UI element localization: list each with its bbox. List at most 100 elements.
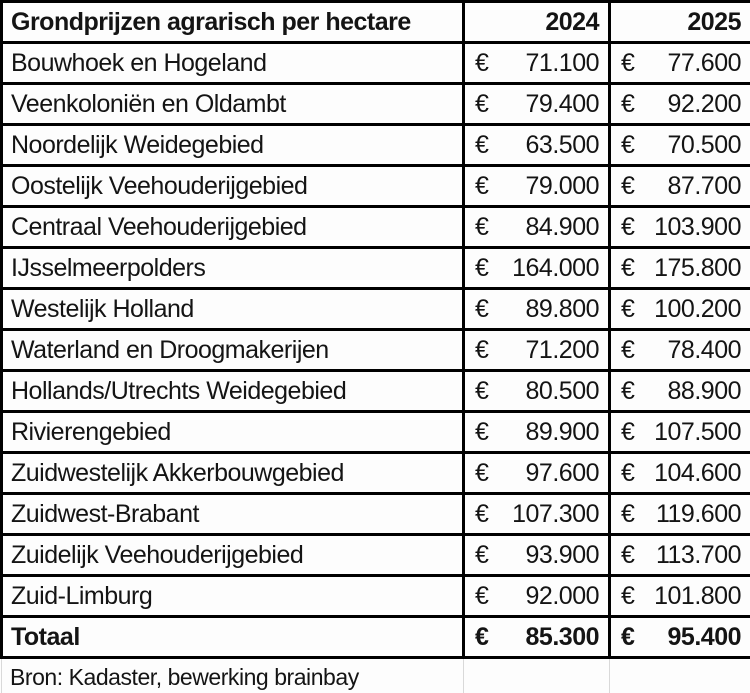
- value-2024: €71.200: [462, 328, 611, 372]
- amount: 63.500: [525, 130, 600, 159]
- amount: 104.600: [654, 458, 741, 487]
- value-2025: €88.900: [608, 369, 750, 413]
- table-row: Hollands/Utrechts Weidegebied €80.500 €8…: [0, 369, 750, 413]
- euro-symbol: €: [621, 499, 635, 528]
- total-value-2024: €85.300: [462, 615, 611, 659]
- amount: 175.800: [654, 253, 741, 282]
- region-label: Veenkoloniën en Oldambt: [0, 82, 465, 126]
- value-2025: €87.700: [608, 164, 750, 208]
- euro-symbol: €: [621, 376, 635, 405]
- table-title: Grondprijzen agrarisch per hectare: [0, 0, 465, 44]
- euro-symbol: €: [475, 89, 489, 118]
- amount: 107.500: [654, 417, 741, 446]
- table-row: Oostelijk Veehouderijgebied €79.000 €87.…: [0, 164, 750, 208]
- amount: 78.400: [667, 335, 742, 364]
- euro-symbol: €: [621, 130, 635, 159]
- amount: 97.600: [525, 458, 600, 487]
- amount: 92.000: [525, 581, 600, 610]
- region-label: Centraal Veehouderijgebied: [0, 205, 465, 249]
- value-2025: €100.200: [608, 287, 750, 331]
- euro-symbol: €: [621, 294, 635, 323]
- source-note: Bron: Kadaster, bewerking brainbay: [1, 657, 464, 693]
- amount: 71.200: [525, 335, 600, 364]
- amount: 93.900: [525, 540, 600, 569]
- euro-symbol: €: [621, 48, 635, 77]
- value-2025: €175.800: [608, 246, 750, 290]
- region-label: Oostelijk Veehouderijgebied: [0, 164, 465, 208]
- amount: 80.500: [525, 376, 600, 405]
- euro-symbol: €: [475, 130, 489, 159]
- euro-symbol: €: [621, 253, 635, 282]
- value-2024: €79.400: [462, 82, 611, 126]
- value-2024: €97.600: [462, 451, 611, 495]
- amount: 100.200: [654, 294, 741, 323]
- region-label: Zuidwest-Brabant: [0, 492, 465, 536]
- table-row: Rivierengebied €89.900 €107.500: [0, 410, 750, 454]
- euro-symbol: €: [621, 171, 635, 200]
- amount: 71.100: [525, 48, 600, 77]
- euro-symbol: €: [475, 622, 489, 651]
- region-label: Rivierengebied: [0, 410, 465, 454]
- empty-cell: [463, 657, 610, 693]
- total-value-2025: €95.400: [608, 615, 750, 659]
- value-2025: €77.600: [608, 41, 750, 85]
- euro-symbol: €: [475, 417, 489, 446]
- euro-symbol: €: [475, 48, 489, 77]
- value-2025: €107.500: [608, 410, 750, 454]
- amount: 113.700: [655, 540, 742, 569]
- amount: 79.000: [525, 171, 600, 200]
- euro-symbol: €: [475, 335, 489, 364]
- source-row: Bron: Kadaster, bewerking brainbay: [1, 657, 750, 693]
- table-row: Veenkoloniën en Oldambt €79.400 €92.200: [0, 82, 750, 126]
- region-label: Zuidelijk Veehouderijgebied: [0, 533, 465, 577]
- amount: 87.700: [667, 171, 742, 200]
- table-row: Zuidelijk Veehouderijgebied €93.900 €113…: [0, 533, 750, 577]
- total-label: Totaal: [0, 615, 465, 659]
- value-2024: €89.800: [462, 287, 611, 331]
- euro-symbol: €: [475, 253, 489, 282]
- amount: 119.600: [655, 499, 742, 528]
- euro-symbol: €: [475, 540, 489, 569]
- region-label: Zuid-Limburg: [0, 574, 465, 618]
- euro-symbol: €: [621, 581, 635, 610]
- amount: 164.000: [512, 253, 599, 282]
- amount: 85.300: [525, 622, 600, 651]
- column-header-2025: 2025: [608, 0, 750, 44]
- value-2024: €164.000: [462, 246, 611, 290]
- euro-symbol: €: [621, 622, 635, 651]
- table-row: Zuidwest-Brabant €107.300 €119.600: [0, 492, 750, 536]
- amount: 88.900: [667, 376, 742, 405]
- region-label: Zuidwestelijk Akkerbouwgebied: [0, 451, 465, 495]
- value-2024: €71.100: [462, 41, 611, 85]
- amount: 84.900: [525, 212, 600, 241]
- total-row: Totaal €85.300 €95.400: [0, 615, 750, 659]
- value-2024: €93.900: [462, 533, 611, 577]
- value-2024: €84.900: [462, 205, 611, 249]
- euro-symbol: €: [475, 294, 489, 323]
- amount: 89.900: [525, 417, 600, 446]
- amount: 103.900: [654, 212, 741, 241]
- euro-symbol: €: [621, 89, 635, 118]
- region-label: Westelijk Holland: [0, 287, 465, 331]
- value-2025: €70.500: [608, 123, 750, 167]
- region-label: IJsselmeerpolders: [0, 246, 465, 290]
- region-label: Waterland en Droogmakerijen: [0, 328, 465, 372]
- euro-symbol: €: [475, 171, 489, 200]
- euro-symbol: €: [475, 458, 489, 487]
- value-2024: €80.500: [462, 369, 611, 413]
- amount: 89.800: [525, 294, 600, 323]
- value-2024: €89.900: [462, 410, 611, 454]
- amount: 92.200: [667, 89, 742, 118]
- euro-symbol: €: [475, 376, 489, 405]
- value-2024: €107.300: [462, 492, 611, 536]
- euro-symbol: €: [475, 499, 489, 528]
- table-row: Zuidwestelijk Akkerbouwgebied €97.600 €1…: [0, 451, 750, 495]
- value-2024: €63.500: [462, 123, 611, 167]
- value-2025: €101.800: [608, 574, 750, 618]
- column-header-2024: 2024: [462, 0, 611, 44]
- table-row: Centraal Veehouderijgebied €84.900 €103.…: [0, 205, 750, 249]
- euro-symbol: €: [621, 335, 635, 364]
- table-row: IJsselmeerpolders €164.000 €175.800: [0, 246, 750, 290]
